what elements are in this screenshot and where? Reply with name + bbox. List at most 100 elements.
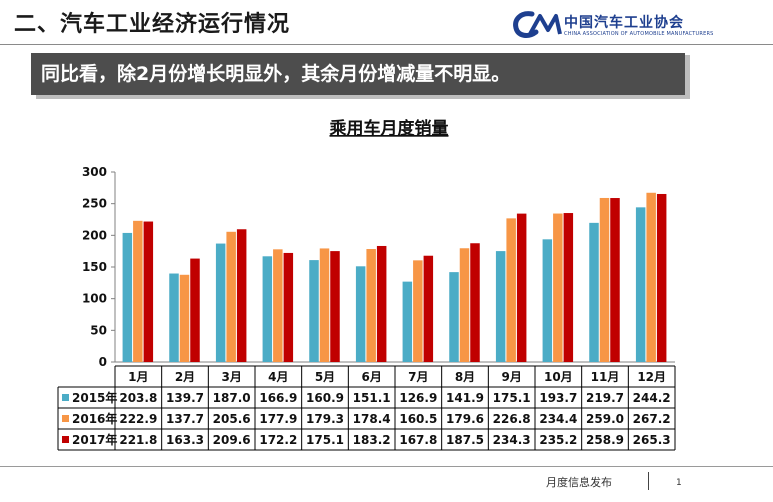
bar-2016年-5月 [319,248,330,362]
data-label: 267.2 [633,412,671,426]
x-tick-label: 1月 [128,370,148,384]
data-label: 126.9 [399,391,437,405]
data-label: 167.8 [399,433,437,447]
x-tick-label: 4月 [268,370,288,384]
data-label: 163.3 [166,433,204,447]
bar-2015年-7月 [402,281,413,362]
bar-2016年-2月 [179,274,190,362]
data-label: 221.8 [119,433,157,447]
bar-2015年-3月 [215,243,226,362]
data-label: 177.9 [259,412,297,426]
x-tick-label: 3月 [221,370,241,384]
header-divider [0,44,773,45]
data-label: 178.4 [353,412,391,426]
logo-text: 中国汽车工业协会 [564,15,684,31]
bar-2017年-6月 [376,245,387,362]
logo-subtext: CHINA ASSOCIATION OF AUTOMOBILE MANUFACT… [564,31,714,37]
bar-2017年-10月 [563,213,574,362]
bar-2017年-2月 [190,258,200,362]
data-label: 137.7 [166,412,204,426]
data-label: 222.9 [119,412,157,426]
bar-2015年-6月 [355,266,366,362]
bar-2015年-9月 [495,251,506,362]
y-tick-label: 300 [82,165,107,179]
data-label: 265.3 [633,433,671,447]
legend-label: 2016年 [72,411,117,426]
bar-2015年-11月 [589,222,599,362]
banner-shadow [685,55,690,97]
bar-2016年-1月 [133,220,143,362]
x-tick-label: 7月 [408,370,428,384]
data-label: 205.6 [213,412,251,426]
data-label: 219.7 [586,391,624,405]
data-label: 259.0 [586,412,624,426]
bar-2015年-10月 [542,239,553,362]
bar-2015年-12月 [635,207,646,362]
bar-2016年-6月 [366,249,376,362]
bar-2016年-8月 [459,248,470,362]
data-label: 175.1 [493,391,531,405]
legend-swatch-2017年 [62,436,69,443]
bar-2017年-5月 [330,251,340,362]
bar-2017年-7月 [423,255,434,362]
bar-2017年-4月 [283,252,294,362]
data-label: 209.6 [213,433,251,447]
bar-2017年-9月 [516,213,527,362]
x-tick-label: 2月 [175,370,195,384]
x-tick-label: 6月 [361,370,381,384]
data-label: 226.8 [493,412,531,426]
x-tick-label: 8月 [455,370,475,384]
x-tick-label: 10月 [544,370,573,384]
bar-2015年-8月 [449,272,459,362]
x-tick-label: 5月 [315,370,335,384]
bar-2016年-10月 [553,213,563,362]
bar-2015年-1月 [122,232,133,362]
y-tick-label: 0 [99,355,107,369]
data-label: 244.2 [633,391,671,405]
page-number: 1 [676,478,682,488]
data-label: 234.4 [539,412,577,426]
chart-title: 乘用车月度销量 [329,118,449,139]
x-tick-label: 12月 [637,370,666,384]
page-title: 二、汽车工业经济运行情况 [14,12,291,37]
data-label: 187.0 [213,391,251,405]
y-tick-label: 100 [82,292,107,306]
bar-2015年-4月 [262,256,273,362]
data-label: 166.9 [259,391,297,405]
logo: 中国汽车工业协会 CHINA ASSOCIATION OF AUTOMOBILE… [510,8,713,42]
bar-2016年-12月 [646,192,656,362]
bar-2015年-5月 [309,260,319,362]
banner-shadow-bottom [36,95,690,99]
data-label: 179.6 [446,412,484,426]
data-label: 141.9 [446,391,484,405]
bar-2015年-2月 [169,273,179,362]
y-tick-label: 50 [90,323,107,337]
data-label: 258.9 [586,433,624,447]
data-label: 203.8 [119,391,157,405]
bar-2017年-3月 [236,229,247,362]
y-tick-label: 150 [82,260,107,274]
footer-label: 月度信息发布 [546,476,612,489]
footer-divider [0,466,773,467]
data-label: 172.2 [259,433,297,447]
bar-2017年-1月 [143,221,154,362]
data-label: 160.5 [399,412,437,426]
data-label: 235.2 [539,433,577,447]
summary-banner: 同比看，除2月份增长明显外，其余月份增减量不明显。 [31,53,685,95]
footer-separator [648,472,649,490]
bar-2016年-4月 [273,249,283,362]
data-label: 183.2 [353,433,391,447]
data-label: 160.9 [306,391,344,405]
legend-swatch-2015年 [62,394,69,401]
data-label: 234.3 [493,433,531,447]
logo-icon [513,11,562,38]
x-tick-label: 11月 [591,370,620,384]
x-tick-label: 9月 [501,370,521,384]
data-label: 175.1 [306,433,344,447]
y-tick-label: 200 [82,228,107,242]
data-label: 139.7 [166,391,204,405]
bar-2016年-3月 [226,231,236,362]
data-label: 193.7 [539,391,577,405]
y-tick-label: 250 [82,197,107,211]
